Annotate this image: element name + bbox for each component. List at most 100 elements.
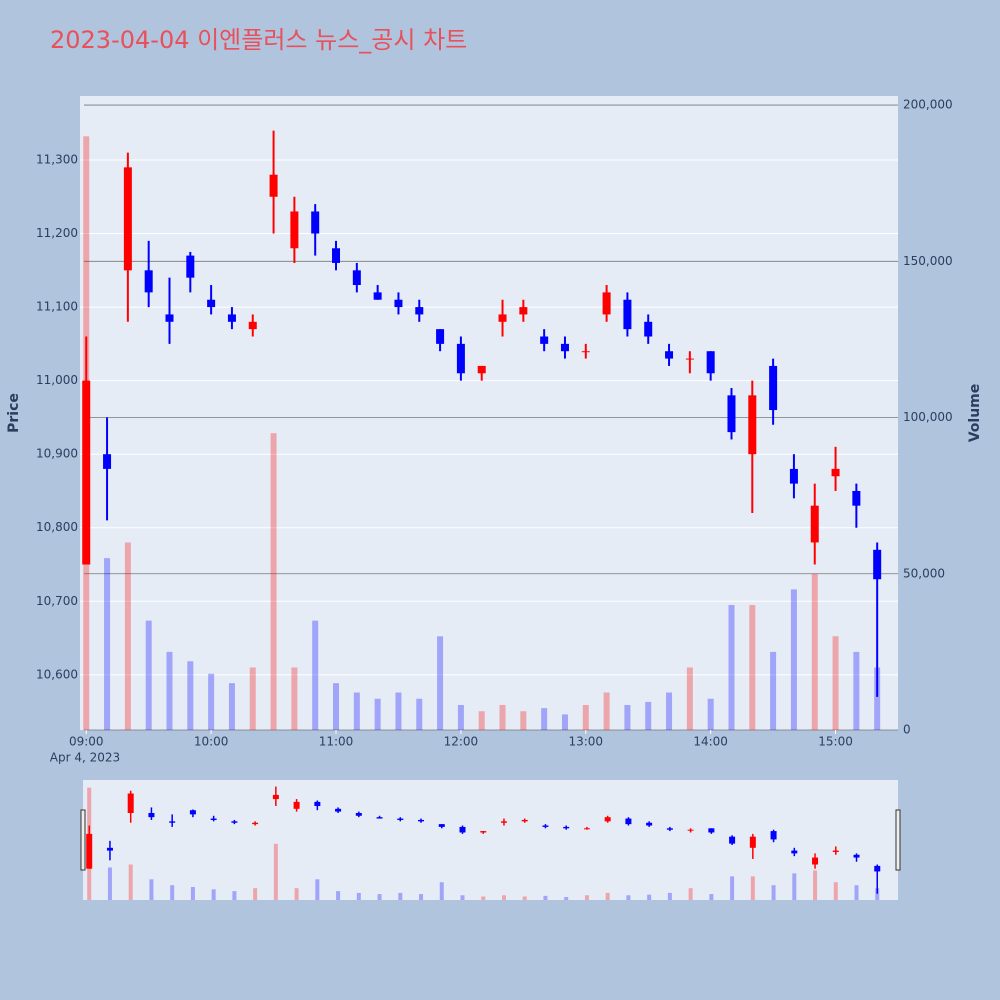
y2-tick-label: 0 (903, 723, 911, 737)
mini-candle-body (293, 801, 300, 809)
mini-volume-bar (584, 895, 589, 900)
candle-body (706, 351, 715, 374)
chart-title: 2023-04-04 이엔플러스 뉴스_공시 차트 (50, 26, 467, 54)
slider-handle[interactable] (80, 809, 86, 871)
volume-bar (478, 711, 485, 730)
volume-bar (395, 692, 402, 730)
mini-volume-bar (647, 894, 652, 900)
candle-body (373, 292, 382, 300)
candle-body (560, 343, 569, 352)
volume-bar (666, 692, 673, 730)
candle-body (123, 167, 132, 271)
mini-volume-bar (792, 873, 797, 900)
mini-volume-bar (211, 889, 216, 900)
mini-volume-bar (481, 896, 486, 900)
mini-candle-body (376, 817, 383, 819)
volume-bar (811, 573, 818, 730)
mini-candle-body (106, 847, 113, 851)
candle-body (519, 307, 528, 315)
candle-body (540, 336, 549, 344)
candle-body (144, 270, 153, 293)
mini-candle-body (625, 818, 632, 825)
volume-bar (312, 620, 319, 730)
candle-body (665, 351, 674, 359)
candle-body (82, 380, 91, 565)
mini-volume-bar (730, 876, 735, 900)
candle-body (498, 314, 507, 322)
mini-candle-body (853, 854, 860, 858)
mini-volume-bar (854, 885, 859, 900)
volume-bar (749, 605, 756, 730)
mini-volume-bar (522, 896, 527, 900)
y-tick-label: 11,200 (36, 226, 78, 240)
volume-bar (707, 698, 714, 730)
y-tick-label: 10,600 (36, 667, 78, 681)
plot-area (80, 96, 898, 730)
candle-body (186, 255, 195, 278)
mini-volume-bar (771, 885, 776, 900)
mini-volume-bar (190, 886, 195, 900)
candle-body (748, 395, 757, 455)
candle-body (769, 365, 778, 411)
y2-tick-label: 50,000 (903, 566, 945, 580)
volume-bar (208, 673, 215, 730)
mini-candle-body (169, 821, 176, 823)
mini-candle-body (874, 865, 881, 872)
mini-candle-body (770, 831, 777, 840)
mini-candle-body (459, 826, 466, 833)
candle-body (394, 299, 403, 308)
mini-candle-body (335, 808, 342, 812)
mini-volume-bar (833, 882, 838, 900)
slider-handle[interactable] (895, 809, 901, 871)
candle-body (852, 490, 861, 506)
mini-candle-body (86, 833, 93, 869)
candle-body (248, 321, 257, 330)
volume-bar (520, 711, 527, 730)
volume-bar (645, 701, 652, 730)
y2-tick-label: 100,000 (903, 410, 953, 424)
mini-candle-body (563, 826, 570, 829)
volume-bar (561, 714, 568, 730)
candle-body (311, 211, 320, 234)
volume-bar (686, 667, 693, 730)
candle-body (456, 343, 465, 374)
volume-bar (832, 636, 839, 730)
volume-bar (291, 667, 298, 730)
candle-body (727, 395, 736, 433)
mini-volume-bar (460, 895, 465, 900)
y2-tick-label: 150,000 (903, 254, 953, 268)
mini-volume-bar (419, 894, 424, 900)
volume-bar (124, 542, 131, 730)
volume-bar (166, 651, 173, 730)
candle-body (831, 468, 840, 477)
candle-body (269, 174, 278, 197)
candle-body (644, 321, 653, 337)
volume-bar (249, 667, 256, 730)
mini-candle-body (749, 836, 756, 848)
mini-candle-body (791, 850, 798, 854)
mini-volume-bar (875, 888, 880, 900)
volume-bar (374, 698, 381, 730)
candle-body (332, 248, 341, 263)
mini-candle-body (521, 819, 528, 822)
mini-candle-body (272, 794, 279, 800)
volume-bar (582, 705, 589, 730)
mini-candle-body (314, 801, 321, 807)
range-slider[interactable] (83, 780, 898, 900)
volume-bar (270, 433, 277, 730)
mini-candle-body (480, 831, 487, 833)
mini-volume-bar (667, 892, 672, 900)
volume-bar (499, 705, 506, 730)
date-label: Apr 4, 2023 (50, 751, 120, 765)
candle-body (477, 365, 486, 374)
mini-candle-body (438, 824, 445, 827)
candle-body (227, 314, 236, 322)
mini-volume-bar (107, 867, 112, 900)
mini-volume-bar (439, 882, 444, 900)
mini-volume-bar (501, 895, 506, 900)
volume-bar (416, 698, 423, 730)
mini-candle-body (231, 821, 238, 823)
mini-candle-body (148, 812, 155, 818)
mini-candle-body (355, 812, 362, 816)
x-tick-label: 11:00 (319, 735, 354, 749)
